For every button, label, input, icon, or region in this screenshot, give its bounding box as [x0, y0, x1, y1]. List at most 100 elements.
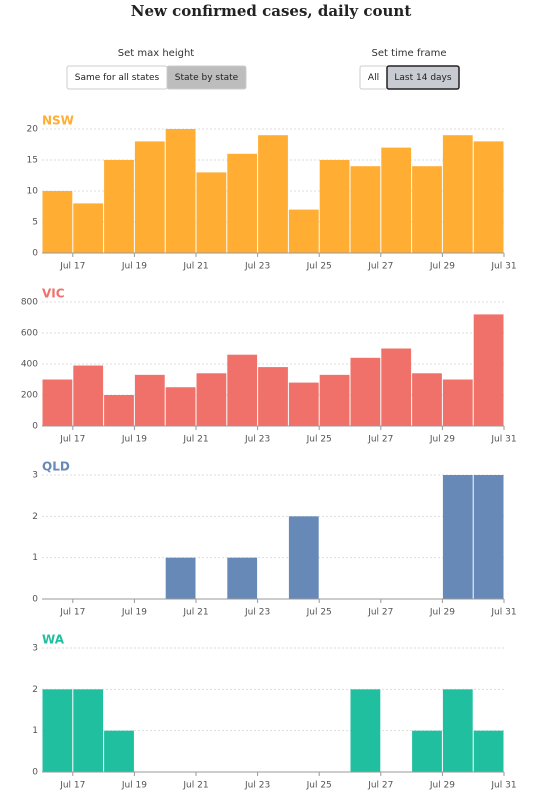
bar [319, 374, 350, 426]
y-tick-label: 0 [32, 422, 38, 432]
bar [196, 373, 227, 426]
x-tick-label: Jul 25 [306, 435, 332, 445]
x-tick-label: Jul 31 [490, 781, 516, 791]
x-tick-label: Jul 21 [182, 262, 208, 272]
bar [104, 160, 134, 253]
bar [381, 348, 412, 426]
bar [104, 395, 134, 426]
toggle-button[interactable] [386, 65, 460, 90]
y-tick-label: 600 [21, 329, 38, 339]
y-tick-label: 1 [32, 726, 38, 736]
y-tick-label: 0 [32, 249, 38, 259]
button-label[interactable]: Last 14 days [394, 73, 451, 83]
bar [319, 160, 350, 253]
x-tick-label: Jul 29 [429, 781, 455, 791]
control-label: Set max height [118, 48, 195, 59]
y-tick-label: 0 [32, 595, 38, 605]
bar [42, 379, 73, 426]
x-tick-label: Jul 19 [121, 608, 147, 618]
y-tick-label: 20 [27, 125, 39, 135]
y-tick-label: 5 [32, 218, 38, 228]
y-tick-label: 15 [27, 156, 38, 166]
panel-title: VIC [42, 287, 65, 301]
x-tick-label: Jul 27 [367, 608, 393, 618]
bar [42, 191, 73, 253]
bar [473, 314, 504, 426]
bar [258, 135, 288, 253]
bar [350, 689, 381, 772]
panel-title: WA [42, 633, 65, 647]
bar [473, 141, 504, 253]
x-tick-label: Jul 17 [59, 262, 85, 272]
bar [196, 172, 227, 253]
x-tick-label: Jul 27 [367, 435, 393, 445]
panel-title: NSW [42, 114, 74, 128]
bar [227, 153, 258, 253]
button-label[interactable]: Same for all states [75, 73, 160, 83]
bar [258, 367, 288, 426]
y-tick-label: 200 [21, 391, 38, 401]
button-label[interactable]: State by state [175, 73, 239, 83]
x-tick-label: Jul 23 [244, 262, 270, 272]
toggle-button[interactable] [166, 65, 247, 90]
y-tick-label: 3 [32, 471, 38, 481]
x-tick-label: Jul 25 [306, 608, 332, 618]
bar [381, 147, 412, 253]
y-tick-label: 10 [27, 187, 39, 197]
x-tick-label: Jul 17 [59, 608, 85, 618]
bar [73, 689, 104, 772]
x-tick-label: Jul 29 [429, 435, 455, 445]
bar [288, 516, 319, 599]
bar [442, 379, 473, 426]
x-tick-label: Jul 25 [306, 262, 332, 272]
bar [412, 730, 442, 772]
bar [350, 357, 381, 426]
bar [134, 374, 165, 426]
x-tick-label: Jul 31 [490, 608, 516, 618]
bar [134, 141, 165, 253]
page-title: New confirmed cases, daily count [131, 2, 412, 20]
bar [473, 730, 504, 772]
x-tick-label: Jul 31 [490, 262, 516, 272]
x-tick-label: Jul 27 [367, 781, 393, 791]
x-tick-label: Jul 19 [121, 262, 147, 272]
bar [473, 475, 504, 599]
bar [104, 730, 134, 772]
bar [412, 373, 442, 426]
x-tick-label: Jul 23 [244, 435, 270, 445]
button-label[interactable]: All [368, 73, 379, 83]
x-tick-label: Jul 17 [59, 781, 85, 791]
y-tick-label: 400 [21, 360, 38, 370]
x-tick-label: Jul 23 [244, 608, 270, 618]
bar [227, 354, 258, 426]
bar [227, 557, 258, 599]
x-tick-label: Jul 21 [182, 781, 208, 791]
y-tick-label: 800 [21, 298, 38, 308]
y-tick-label: 2 [32, 685, 38, 695]
x-tick-label: Jul 25 [306, 781, 332, 791]
x-tick-label: Jul 19 [121, 781, 147, 791]
y-tick-label: 3 [32, 644, 38, 654]
x-tick-label: Jul 27 [367, 262, 393, 272]
bar [442, 475, 473, 599]
bar [350, 166, 381, 253]
bar [165, 557, 196, 599]
x-tick-label: Jul 31 [490, 435, 516, 445]
panel-title: QLD [42, 460, 70, 474]
control-label: Set time frame [371, 48, 446, 59]
y-tick-label: 1 [32, 553, 38, 563]
x-tick-label: Jul 17 [59, 435, 85, 445]
y-tick-label: 0 [32, 768, 38, 778]
bar [42, 689, 73, 772]
bar [442, 135, 473, 253]
x-tick-label: Jul 19 [121, 435, 147, 445]
bar [288, 209, 319, 253]
bar [412, 166, 442, 253]
x-tick-label: Jul 23 [244, 781, 270, 791]
bar [165, 129, 196, 253]
y-tick-label: 2 [32, 512, 38, 522]
x-tick-label: Jul 29 [429, 608, 455, 618]
x-tick-label: Jul 21 [182, 608, 208, 618]
x-tick-label: Jul 29 [429, 262, 455, 272]
